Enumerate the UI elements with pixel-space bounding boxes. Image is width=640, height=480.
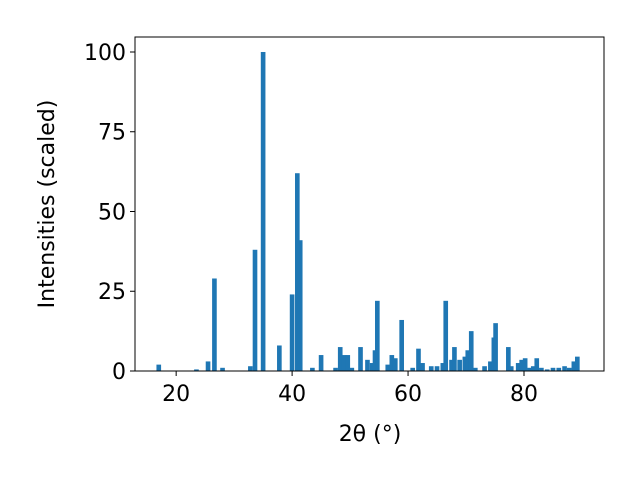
bar [440,363,446,371]
bar [416,348,421,371]
bar [260,51,266,371]
bar [443,300,449,371]
bar [375,300,380,371]
bar [539,367,544,371]
bar [156,364,162,371]
x-tick-label: 40 [278,382,306,407]
bar [333,367,338,371]
bar [544,369,550,371]
bar [392,358,398,371]
y-tick-label: 50 [98,200,126,225]
bar [428,366,434,371]
bar [575,356,580,371]
bar [462,356,468,371]
y-tick-label: 25 [98,280,126,305]
bar [310,367,315,371]
bar [277,345,282,371]
bar [515,363,521,371]
bar [248,366,253,371]
x-tick-label: 60 [394,382,422,407]
bar [519,359,524,371]
bar [556,367,562,371]
bar [369,363,375,371]
bar [449,359,454,371]
bar [482,366,487,371]
bar [550,367,556,371]
bar [488,361,493,371]
bar [534,358,540,371]
x-tick-label: 80 [510,382,538,407]
x-tick-label: 20 [162,382,190,407]
y-axis-label: Intensities (scaled) [35,100,60,309]
bar [252,249,258,371]
bar [289,294,295,371]
bar [365,359,370,371]
bar [337,347,343,371]
y-tick-label: 100 [84,41,126,66]
bar [410,367,416,371]
bar [358,347,363,371]
bar [465,350,471,371]
x-axis-label: 2θ (°) [339,422,402,447]
bar [566,367,572,371]
bar [194,369,199,371]
bar [506,347,511,371]
y-tick-label: 0 [112,360,126,385]
y-tick-label: 75 [98,121,126,146]
bar [389,355,395,371]
bar [341,355,347,371]
plot-frame [134,36,605,372]
bar [457,359,462,371]
bar [420,363,425,371]
bar [527,367,533,371]
bar [562,366,567,371]
bar [493,323,498,371]
bar [220,367,225,371]
bar [530,366,536,371]
bar [472,367,478,371]
bar [212,278,217,371]
bar [468,331,474,371]
bar [385,364,391,371]
bar [297,240,303,371]
bar [345,355,351,371]
bar [522,358,528,371]
bar [295,173,300,371]
bar [205,361,211,371]
bar [399,319,404,371]
bar [349,367,355,371]
bar [571,361,577,371]
bar [508,366,514,371]
bar [318,355,324,371]
bar [452,347,457,371]
bar [434,366,440,371]
